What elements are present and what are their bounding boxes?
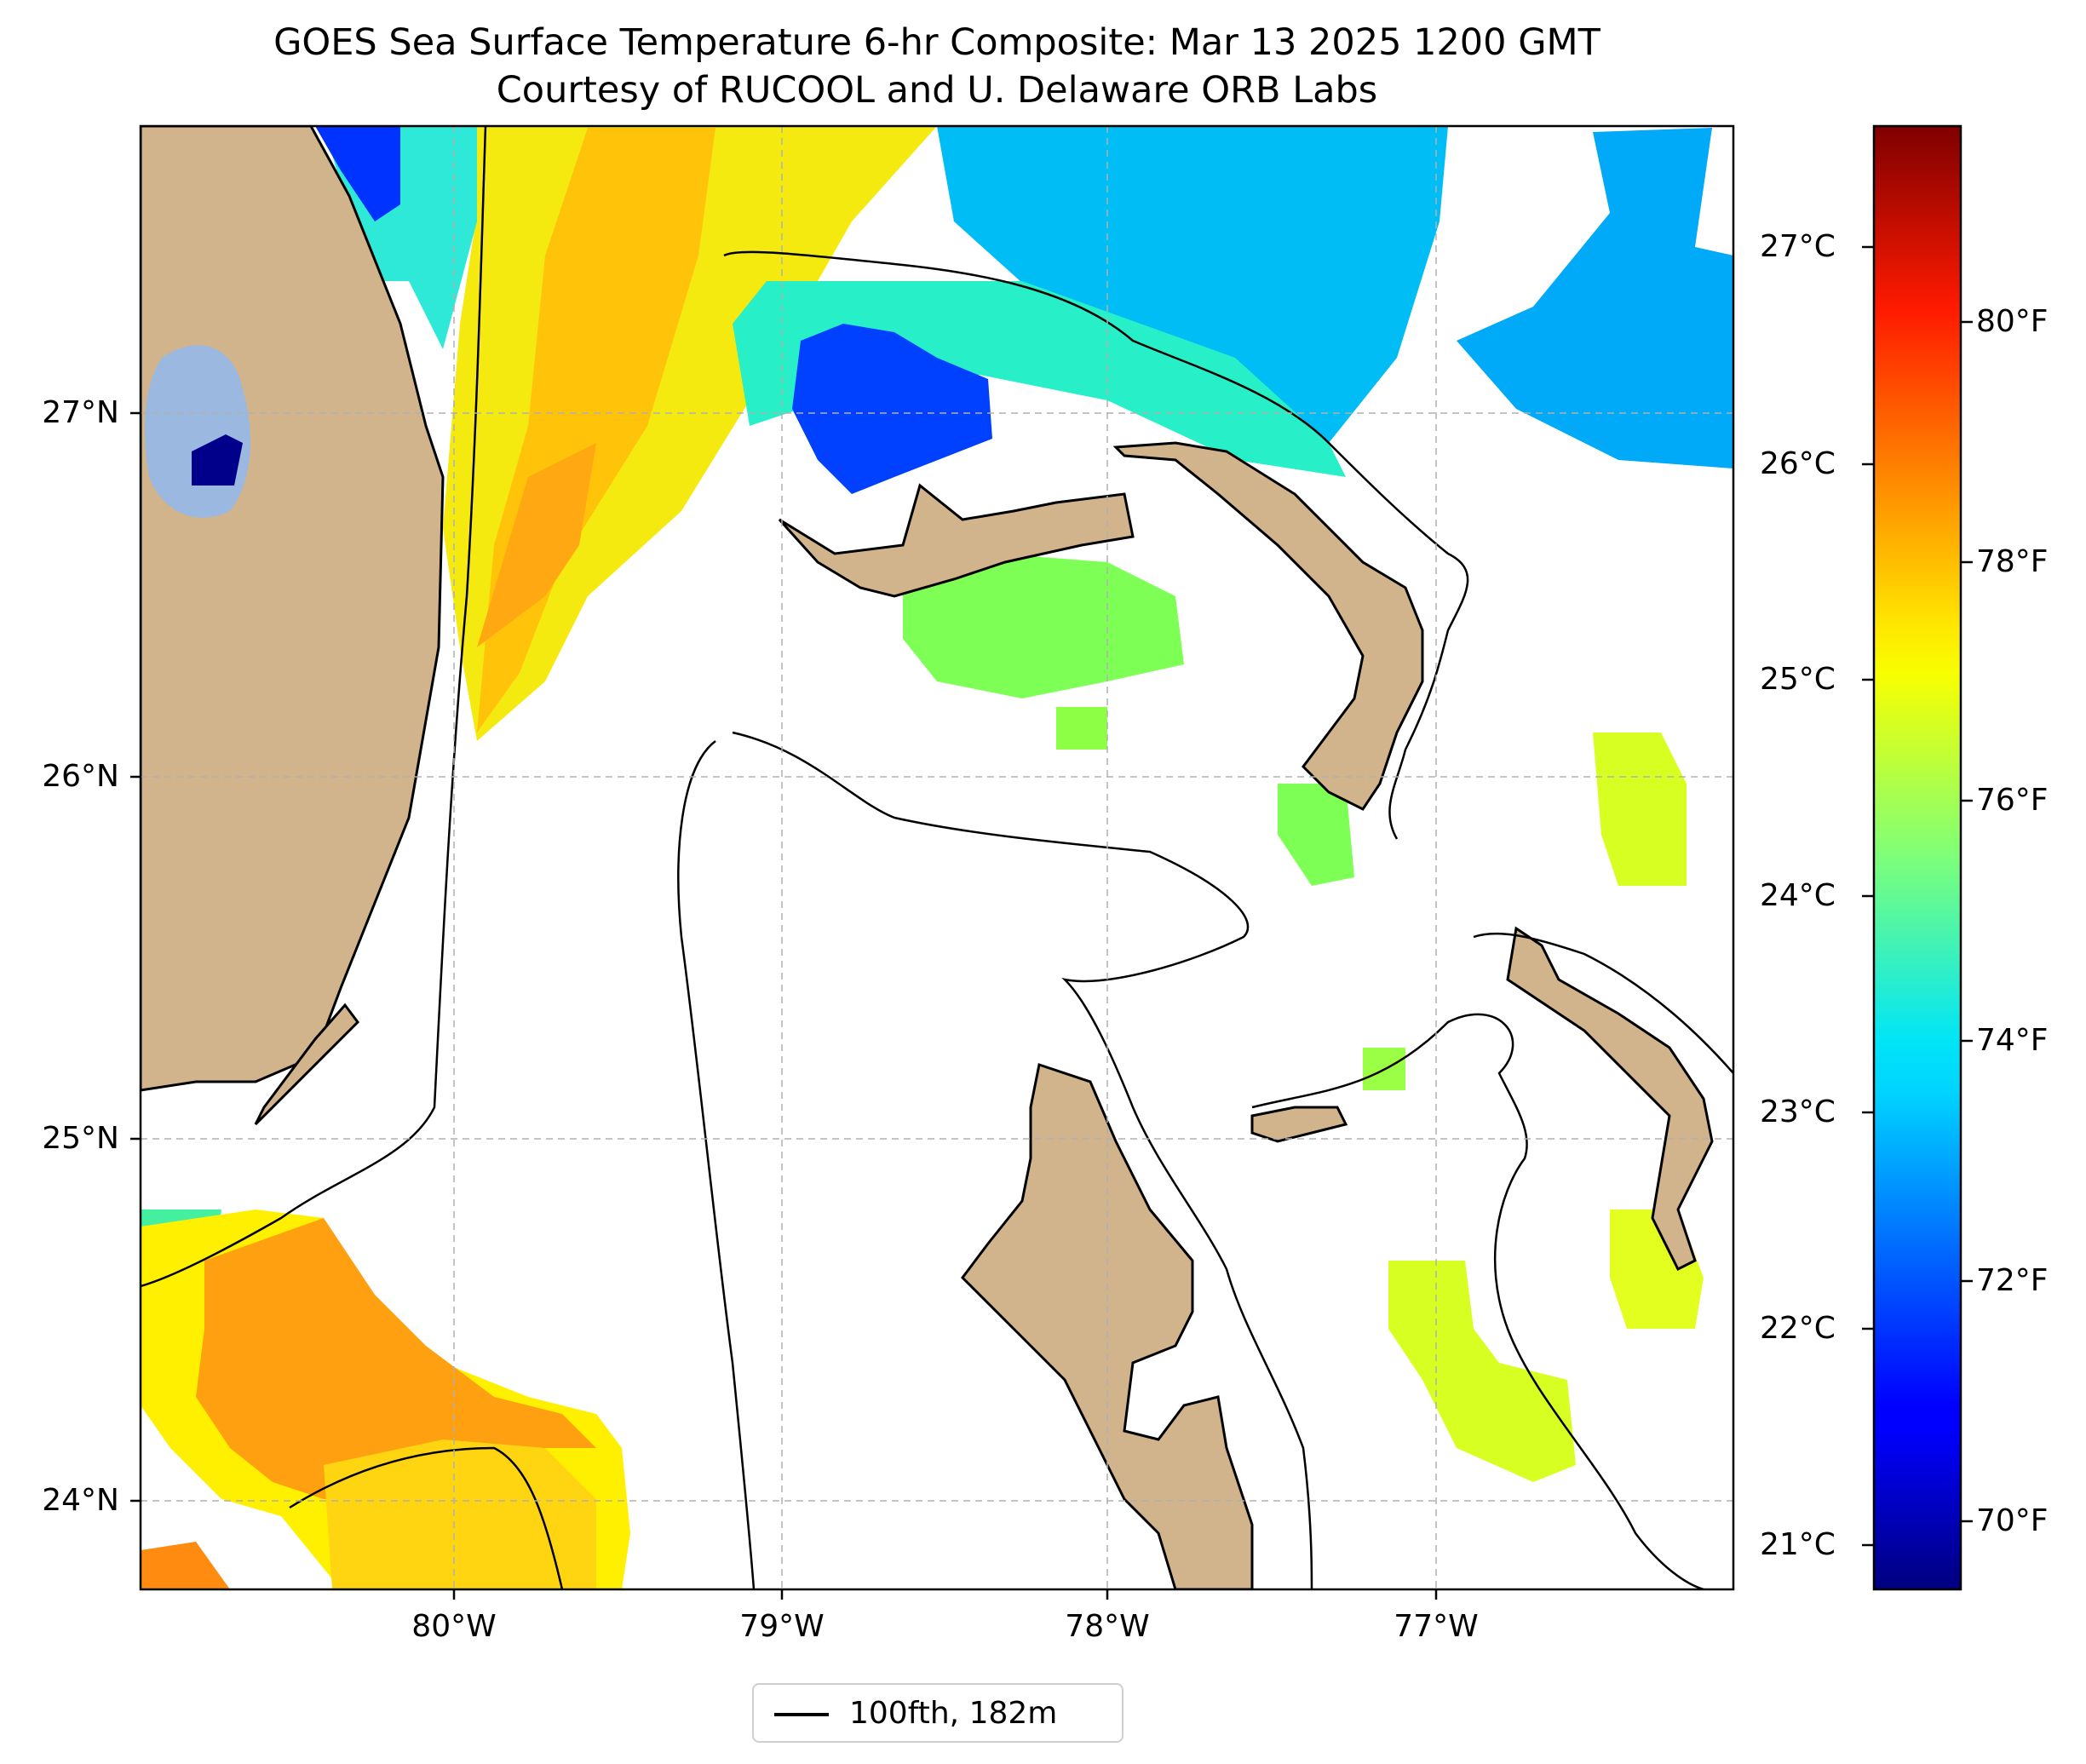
legend: 100fth, 182m [752, 1683, 1123, 1743]
land-grand-bahama [778, 483, 1135, 598]
colorbar-label-72f: 72°F [1976, 1263, 2049, 1298]
sst-patch-keys-orange [196, 1218, 596, 1499]
sst-patch-sw-orange [141, 1542, 230, 1589]
lon-label-79w: 79°W [739, 1609, 825, 1644]
sst-patch-teal-shelf [733, 281, 1346, 477]
colorbar-label-24c: 24°C [1760, 878, 1836, 913]
colorbar-label-21c: 21°C [1760, 1527, 1836, 1562]
sst-patch-green-bank [903, 554, 1184, 698]
chart-title-line-1: GOES Sea Surface Temperature 6-hr Compos… [273, 21, 1600, 64]
land-eleuthera [1506, 926, 1714, 1272]
isobath-east-bank [1473, 932, 1733, 1074]
map-area [141, 126, 1733, 1589]
isobath-florida-shelf [141, 126, 487, 1288]
sst-data [141, 126, 1733, 1589]
land-keys [254, 1003, 359, 1126]
isobath-little-bahama-bank [723, 250, 1469, 840]
colorbar [1872, 124, 1962, 1591]
lon-label-77w: 77°W [1394, 1609, 1479, 1644]
map-frame [139, 124, 1735, 1591]
colorbar-label-70f: 70°F [1976, 1503, 2049, 1538]
land-masses [141, 126, 1714, 1589]
legend-label: 100fth, 182m [849, 1696, 1058, 1731]
sst-patch-yellowgreen-right [1593, 733, 1687, 886]
sst-patch-yellowgreen-lower [1388, 1261, 1576, 1482]
legend-line-swatch [774, 1713, 829, 1716]
colorbar-label-22c: 22°C [1760, 1311, 1836, 1346]
colorbar-label-25c: 25°C [1760, 662, 1836, 697]
isobath-exuma-sound [1251, 1013, 1704, 1589]
lat-label-26n: 26°N [42, 759, 119, 794]
land-abaco [1112, 441, 1424, 811]
isobath-keys-south [289, 1446, 564, 1589]
chart-title-line-2: Courtesy of RUCOOL and U. Delaware ORB L… [496, 69, 1378, 112]
isobath-great-bahama-bank [732, 731, 1313, 1589]
lake-okeechobee [145, 345, 250, 518]
colorbar-label-78f: 78°F [1976, 544, 2049, 579]
sst-patch-green-small [1056, 707, 1107, 750]
sst-patch-blue-eddy [792, 324, 992, 494]
colorbar-label-80f: 80°F [1976, 304, 2049, 339]
sst-patch-cyan-northeast [937, 126, 1448, 443]
lat-label-24n: 24°N [42, 1483, 119, 1518]
axis-ticks [130, 411, 1438, 1600]
sst-patch-cyan-right [1457, 128, 1733, 468]
lat-label-25n: 25°N [42, 1121, 119, 1156]
lon-label-80w: 80°W [411, 1609, 497, 1644]
sst-patch-orange-lower [477, 443, 596, 647]
colorbar-ticks [1862, 245, 1973, 1547]
land-berry-islands [1250, 1106, 1348, 1143]
colorbar-label-74f: 74°F [1976, 1023, 2049, 1058]
land-andros [961, 1063, 1254, 1589]
sst-patch-keys-yellow-bottom [324, 1439, 596, 1589]
isobath-100fth [141, 126, 1733, 1589]
lat-label-27n: 27°N [42, 395, 119, 430]
lon-label-78w: 78°W [1065, 1609, 1150, 1644]
colorbar-label-27c: 27°C [1760, 229, 1836, 264]
lake-okeechobee-dark [192, 434, 243, 486]
colorbar-label-26c: 26°C [1760, 446, 1836, 481]
colorbar-label-23c: 23°C [1760, 1095, 1836, 1129]
isobath-tongue [677, 740, 756, 1589]
colorbar-label-76f: 76°F [1976, 783, 2049, 818]
gridlines [141, 126, 1733, 1589]
sst-patch-blue-coast [315, 126, 400, 221]
sst-patch-green-east [1278, 784, 1354, 886]
